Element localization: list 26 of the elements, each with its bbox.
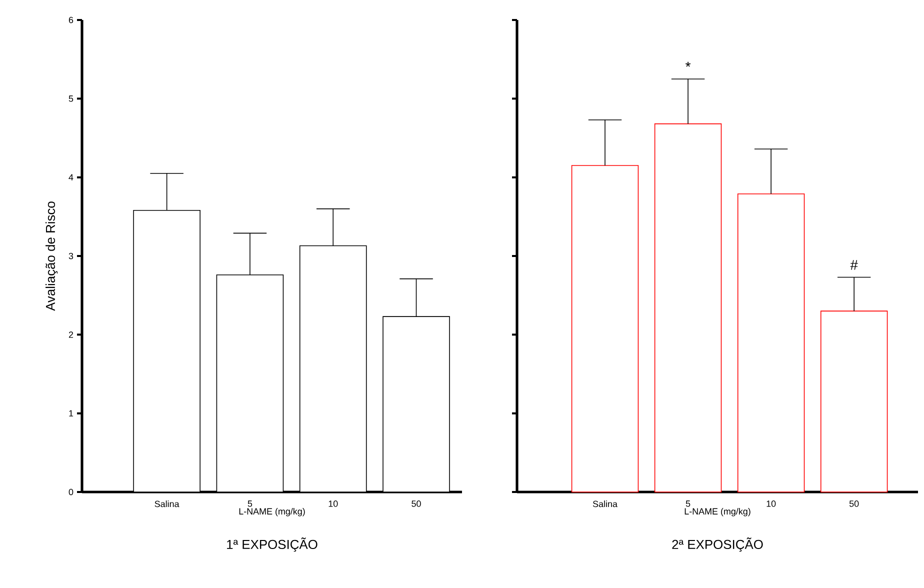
annotation: #	[850, 260, 858, 270]
x-tick-label: 5	[686, 500, 690, 507]
y-tick-label: 4	[68, 174, 74, 180]
x-tick-label: Salina	[592, 500, 618, 508]
text: 1ª EXPOSIÇÃO	[227, 538, 318, 552]
y-tick-label: 3	[68, 252, 74, 260]
y-tick-label: 2	[68, 332, 74, 338]
x-tick-label: 50	[849, 500, 859, 507]
bar	[737, 193, 805, 492]
y-tick-label: 5	[68, 96, 74, 102]
x-tick-label: 50	[412, 500, 421, 507]
x-tick-label: 10	[766, 500, 776, 507]
x-tick-label: Salina	[154, 500, 180, 508]
x-tick-label: 10	[328, 500, 338, 507]
y-tick-label: 1	[69, 410, 74, 416]
annotation: *	[686, 62, 691, 67]
y-tick-label: 6	[68, 16, 74, 24]
y-tick-label: 0	[68, 488, 74, 496]
bar	[654, 123, 722, 492]
x-axis-title: L-NAME (mg/kg)	[684, 508, 750, 516]
bar	[571, 165, 639, 492]
y-axis-title: Avaliação de Risco	[46, 202, 58, 311]
x-axis-title: L-NAME (mg/kg)	[239, 508, 305, 516]
text: 2ª EXPOSIÇÃO	[672, 538, 763, 552]
bar	[820, 310, 888, 492]
x-tick-label: 5	[248, 500, 252, 507]
